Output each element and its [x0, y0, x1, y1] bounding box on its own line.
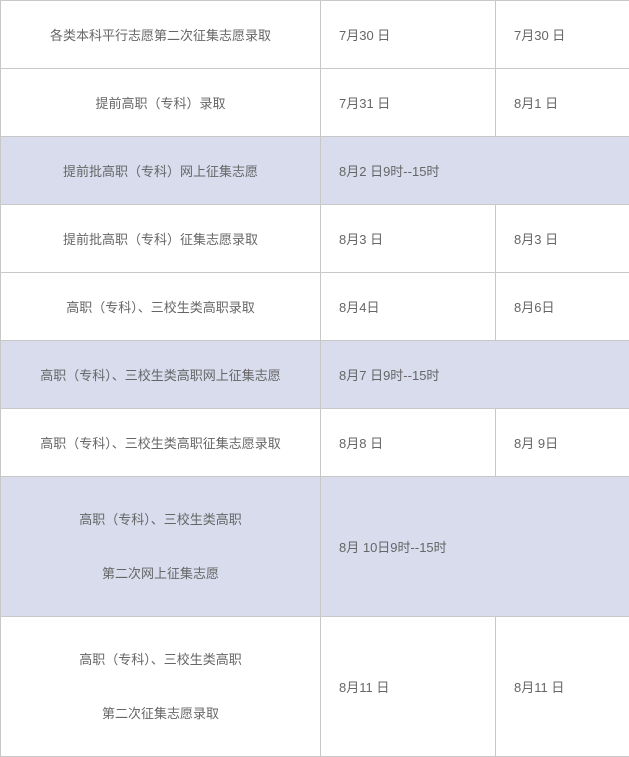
row-label: 提前批高职（专科）网上征集志愿: [1, 137, 321, 205]
table-body: 各类本科平行志愿第二次征集志愿录取 7月30 日 7月30 日 提前高职（专科）…: [1, 1, 629, 757]
row-label: 高职（专科）、三校生类高职 第二次征集志愿录取: [1, 617, 321, 757]
row-end: 8月1 日: [496, 69, 629, 137]
schedule-table: 各类本科平行志愿第二次征集志愿录取 7月30 日 7月30 日 提前高职（专科）…: [0, 0, 629, 757]
row-label-line2: 第二次征集志愿录取: [102, 701, 219, 727]
row-start: 8月4日: [321, 273, 496, 341]
row-end: 8月6日: [496, 273, 629, 341]
row-end: 7月30 日: [496, 1, 629, 69]
row-label: 提前批高职（专科）征集志愿录取: [1, 205, 321, 273]
row-start: 8月11 日: [321, 617, 496, 757]
row-start: 7月31 日: [321, 69, 496, 137]
row-label-line1: 高职（专科）、三校生类高职: [79, 507, 242, 533]
row-start: 8月 10日9时--15时: [321, 477, 629, 617]
row-start: 8月8 日: [321, 409, 496, 477]
row-start: 8月3 日: [321, 205, 496, 273]
row-label: 提前高职（专科）录取: [1, 69, 321, 137]
row-start: 8月2 日9时--15时: [321, 137, 629, 205]
table-row: 提前高职（专科）录取 7月31 日 8月1 日: [1, 69, 629, 137]
row-end: 8月 9日: [496, 409, 629, 477]
table-row: 高职（专科）、三校生类高职录取 8月4日 8月6日: [1, 273, 629, 341]
row-label-line2: 第二次网上征集志愿: [102, 561, 219, 587]
table-row: 提前批高职（专科）网上征集志愿 8月2 日9时--15时: [1, 137, 629, 205]
row-label: 高职（专科）、三校生类高职录取: [1, 273, 321, 341]
table-row: 提前批高职（专科）征集志愿录取 8月3 日 8月3 日: [1, 205, 629, 273]
row-label: 高职（专科）、三校生类高职征集志愿录取: [1, 409, 321, 477]
row-label-line1: 高职（专科）、三校生类高职: [79, 647, 242, 673]
row-start: 8月7 日9时--15时: [321, 341, 629, 409]
row-end: 8月3 日: [496, 205, 629, 273]
table-row: 高职（专科）、三校生类高职 第二次征集志愿录取 8月11 日 8月11 日: [1, 617, 629, 757]
row-label: 高职（专科）、三校生类高职 第二次网上征集志愿: [1, 477, 321, 617]
row-label: 各类本科平行志愿第二次征集志愿录取: [1, 1, 321, 69]
row-start: 7月30 日: [321, 1, 496, 69]
row-label: 高职（专科）、三校生类高职网上征集志愿: [1, 341, 321, 409]
table-row: 高职（专科）、三校生类高职征集志愿录取 8月8 日 8月 9日: [1, 409, 629, 477]
table-row: 高职（专科）、三校生类高职 第二次网上征集志愿 8月 10日9时--15时: [1, 477, 629, 617]
row-end: 8月11 日: [496, 617, 629, 757]
table-row: 各类本科平行志愿第二次征集志愿录取 7月30 日 7月30 日: [1, 1, 629, 69]
table-row: 高职（专科）、三校生类高职网上征集志愿 8月7 日9时--15时: [1, 341, 629, 409]
